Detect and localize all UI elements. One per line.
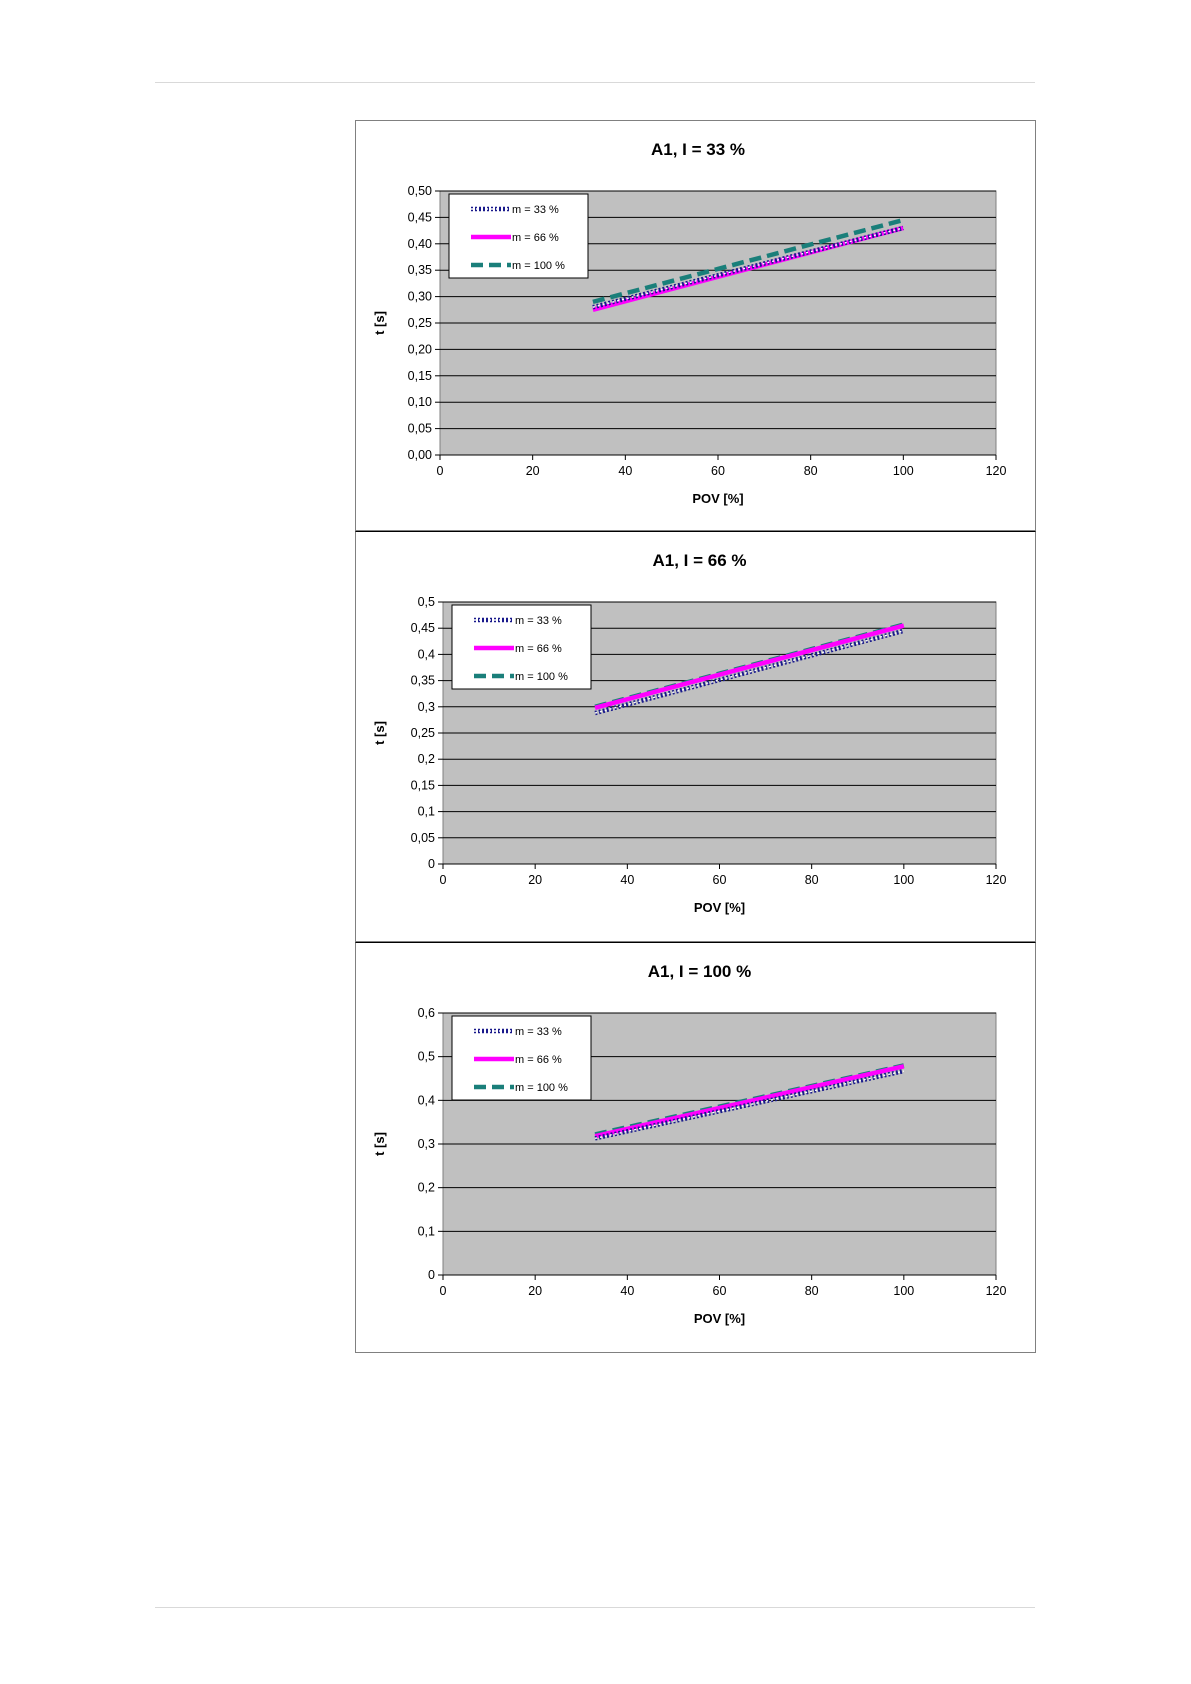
x-tick-label: 40 <box>618 464 632 478</box>
y-tick-label: 0,15 <box>408 369 432 383</box>
footer-rule <box>155 1607 1035 1608</box>
x-tick-label: 120 <box>986 1284 1007 1298</box>
x-tick-label: 100 <box>893 1284 914 1298</box>
chart-panel-2: A1, I = 66 % 0 0,05 0,1 0,15 0,2 0,25 0,3 0,35 0,… <box>355 531 1036 942</box>
y-tick-label: 0,1 <box>418 1224 435 1238</box>
x-tick-label: 0 <box>437 464 444 478</box>
header-rule <box>155 82 1035 83</box>
y-tick-label: 0,35 <box>408 263 432 277</box>
chart-panel-1: A1, I = 33 % 0,00 0,05 0,10 0,15 0,20 0,25 0,30… <box>355 120 1036 531</box>
y-tick-label: 0,4 <box>418 647 435 661</box>
x-tick-label: 80 <box>805 1284 819 1298</box>
y-tick-label: 0,3 <box>418 1137 435 1151</box>
legend-label-1: m = 33 % <box>515 1026 562 1038</box>
y-tick-label: 0,00 <box>408 448 432 462</box>
y-axis-label: t [s] <box>372 1132 387 1156</box>
x-tick-label: 60 <box>713 873 727 887</box>
series-line-1-marker-pattern <box>592 227 904 308</box>
legend-label-3: m = 100 % <box>512 260 565 272</box>
y-tick-label: 0,5 <box>418 1050 435 1064</box>
x-axis-label: POV [%] <box>694 900 745 915</box>
chart-2: A1, I = 66 % 0 0,05 0,1 0,15 0,2 0,25 0,3 0,35 0,… <box>372 551 1007 915</box>
x-tick-label: 20 <box>528 1284 542 1298</box>
x-axis-label: POV [%] <box>694 1311 745 1326</box>
x-tick-label: 60 <box>711 464 725 478</box>
legend-label-2: m = 66 % <box>512 232 559 244</box>
y-tick-label: 0 <box>428 1268 435 1282</box>
y-tick-label: 0,35 <box>411 674 435 688</box>
legend-label-3: m = 100 % <box>515 1082 568 1094</box>
y-tick-label: 0,45 <box>411 621 435 635</box>
legend-label-2: m = 66 % <box>515 643 562 655</box>
x-tick-label: 20 <box>526 464 540 478</box>
x-tick-label: 0 <box>440 1284 447 1298</box>
x-tick-label: 0 <box>440 873 447 887</box>
y-axis-label: t [s] <box>372 311 387 335</box>
legend-label-2: m = 66 % <box>515 1054 562 1066</box>
legend-label-1: m = 33 % <box>515 615 562 627</box>
y-tick-label: 0 <box>428 857 435 871</box>
y-axis-label: t [s] <box>372 721 387 745</box>
y-tick-label: 0,6 <box>418 1006 435 1020</box>
chart-1: A1, I = 33 % 0,00 0,05 0,10 0,15 0,20 0,25 0,30… <box>372 140 1007 506</box>
chart-3: A1, I = 100 % 0 0,1 0,2 0,3 0,4 0,5 0,6 0 20 40 60 8… <box>372 962 1007 1326</box>
chart-panel-3: A1, I = 100 % 0 0,1 0,2 0,3 0,4 0,5 0,6 0 20 40 60 8… <box>355 942 1036 1353</box>
x-tick-label: 100 <box>893 873 914 887</box>
y-tick-label: 0,25 <box>411 726 435 740</box>
chart-title: A1, I = 66 % <box>652 551 746 570</box>
x-tick-label: 40 <box>620 873 634 887</box>
series-line-1 <box>594 1068 905 1141</box>
series-line-1-marker-pattern <box>594 630 905 714</box>
y-tick-label: 0,05 <box>411 831 435 845</box>
y-tick-label: 0,3 <box>418 700 435 714</box>
series-line-2 <box>594 1064 905 1139</box>
y-tick-label: 0,5 <box>418 595 435 609</box>
y-tick-label: 0,15 <box>411 778 435 792</box>
chart-title: A1, I = 33 % <box>651 140 745 159</box>
y-tick-label: 0,05 <box>408 422 432 436</box>
legend-label-1: m = 33 % <box>512 204 559 216</box>
y-tick-label: 0,4 <box>418 1093 435 1107</box>
y-tick-label: 0,25 <box>408 316 432 330</box>
chart-title: A1, I = 100 % <box>648 962 751 981</box>
x-tick-label: 80 <box>805 873 819 887</box>
y-tick-label: 0,30 <box>408 290 432 304</box>
x-tick-label: 60 <box>713 1284 727 1298</box>
y-tick-label: 0,45 <box>408 210 432 224</box>
y-tick-label: 0,2 <box>418 1181 435 1195</box>
x-tick-label: 120 <box>986 464 1007 478</box>
chart-stack: A1, I = 33 % 0,00 0,05 0,10 0,15 0,20 0,25 0,30… <box>355 120 1036 1353</box>
x-tick-label: 20 <box>528 873 542 887</box>
y-tick-label: 0,1 <box>418 805 435 819</box>
x-tick-label: 40 <box>620 1284 634 1298</box>
x-tick-label: 100 <box>893 464 914 478</box>
series-line-1 <box>594 628 905 716</box>
y-tick-label: 0,10 <box>408 395 432 409</box>
x-tick-label: 120 <box>986 873 1007 887</box>
y-tick-label: 0,40 <box>408 237 432 251</box>
y-tick-label: 0,2 <box>418 752 435 766</box>
y-tick-label: 0,50 <box>408 184 432 198</box>
x-tick-label: 80 <box>804 464 818 478</box>
x-axis-label: POV [%] <box>692 491 743 506</box>
legend-label-3: m = 100 % <box>515 671 568 683</box>
y-tick-label: 0,20 <box>408 342 432 356</box>
series-line-2 <box>594 623 905 711</box>
